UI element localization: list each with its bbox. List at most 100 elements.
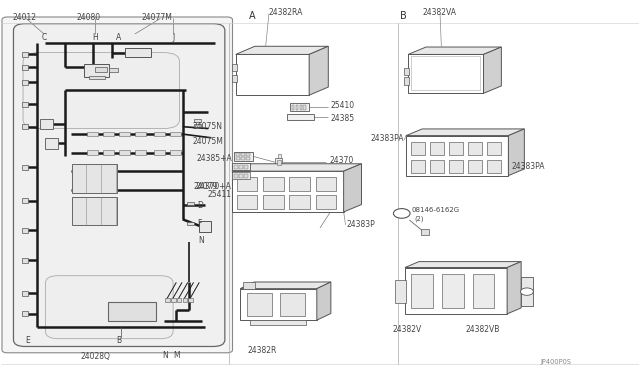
- FancyBboxPatch shape: [23, 52, 179, 129]
- Text: M: M: [173, 351, 180, 360]
- Bar: [22, 165, 28, 170]
- Polygon shape: [236, 46, 328, 54]
- Bar: [103, 150, 115, 155]
- Bar: [280, 294, 305, 316]
- Bar: [45, 138, 58, 149]
- Text: J: J: [172, 33, 174, 42]
- Text: 24012: 24012: [12, 13, 36, 22]
- Bar: [232, 64, 237, 71]
- Text: 24370+A: 24370+A: [196, 182, 232, 190]
- Text: 24077M: 24077M: [141, 13, 172, 22]
- Bar: [84, 64, 109, 77]
- Text: B: B: [399, 211, 404, 217]
- Polygon shape: [240, 282, 331, 289]
- Bar: [411, 142, 425, 155]
- Bar: [22, 124, 28, 129]
- Polygon shape: [232, 164, 362, 171]
- Polygon shape: [406, 129, 524, 136]
- Bar: [22, 65, 28, 70]
- Bar: [412, 274, 433, 308]
- Bar: [182, 298, 187, 302]
- Bar: [408, 54, 483, 93]
- Bar: [406, 136, 508, 176]
- Bar: [154, 132, 166, 137]
- Bar: [234, 165, 237, 169]
- Text: 25410: 25410: [330, 101, 355, 110]
- Bar: [119, 150, 131, 155]
- Bar: [405, 267, 507, 314]
- Bar: [135, 150, 147, 155]
- Bar: [187, 202, 193, 205]
- Bar: [289, 177, 310, 191]
- Text: 24079: 24079: [193, 182, 218, 190]
- Bar: [300, 105, 302, 110]
- Bar: [22, 52, 28, 57]
- Text: 24385: 24385: [330, 114, 355, 123]
- Bar: [449, 142, 463, 155]
- Bar: [239, 174, 243, 178]
- Text: 24382RA: 24382RA: [269, 8, 303, 17]
- Text: 24382VB: 24382VB: [466, 325, 500, 334]
- Bar: [404, 68, 410, 75]
- Bar: [193, 119, 201, 122]
- Polygon shape: [507, 262, 521, 314]
- Bar: [241, 157, 244, 160]
- Bar: [246, 153, 250, 156]
- Bar: [236, 54, 309, 95]
- Circle shape: [520, 288, 533, 295]
- Bar: [421, 230, 429, 235]
- Bar: [396, 280, 406, 303]
- Bar: [40, 119, 53, 129]
- Bar: [22, 228, 28, 233]
- Bar: [237, 177, 257, 191]
- Text: N: N: [163, 351, 168, 360]
- Bar: [72, 164, 117, 193]
- Text: B: B: [116, 336, 122, 346]
- Bar: [232, 163, 250, 170]
- Bar: [303, 105, 306, 110]
- Bar: [22, 102, 28, 107]
- Text: 25411: 25411: [208, 190, 232, 199]
- Text: JP400P0S: JP400P0S: [541, 359, 572, 365]
- Bar: [22, 80, 28, 85]
- Bar: [468, 160, 482, 173]
- Bar: [87, 150, 99, 155]
- Bar: [22, 257, 28, 263]
- Bar: [430, 160, 444, 173]
- Text: 24075M: 24075M: [192, 137, 223, 146]
- Bar: [411, 160, 425, 173]
- Bar: [521, 277, 532, 307]
- Text: (2): (2): [415, 215, 424, 222]
- Bar: [232, 75, 237, 82]
- Circle shape: [394, 209, 410, 218]
- Bar: [22, 291, 28, 296]
- Text: 24382V: 24382V: [393, 325, 422, 334]
- Bar: [290, 103, 309, 111]
- Bar: [449, 160, 463, 173]
- Text: 24382R: 24382R: [248, 346, 277, 355]
- Text: E: E: [25, 336, 30, 346]
- Bar: [239, 165, 243, 169]
- Text: C: C: [42, 33, 47, 42]
- Bar: [234, 151, 253, 161]
- Bar: [468, 142, 482, 155]
- Bar: [87, 132, 99, 137]
- Polygon shape: [483, 47, 501, 93]
- Text: A: A: [248, 10, 255, 20]
- Bar: [237, 195, 257, 209]
- Bar: [89, 76, 105, 79]
- Text: F: F: [197, 219, 202, 228]
- Polygon shape: [344, 164, 362, 212]
- Text: 24370: 24370: [330, 156, 354, 165]
- Bar: [125, 48, 151, 57]
- Text: D: D: [197, 201, 204, 210]
- Bar: [244, 174, 248, 178]
- Text: 24383PA: 24383PA: [371, 134, 404, 143]
- Bar: [277, 160, 281, 164]
- Bar: [278, 154, 281, 158]
- Bar: [95, 67, 107, 72]
- Bar: [22, 198, 28, 203]
- Bar: [250, 320, 306, 325]
- FancyBboxPatch shape: [13, 24, 225, 346]
- Text: 24382VA: 24382VA: [422, 8, 456, 17]
